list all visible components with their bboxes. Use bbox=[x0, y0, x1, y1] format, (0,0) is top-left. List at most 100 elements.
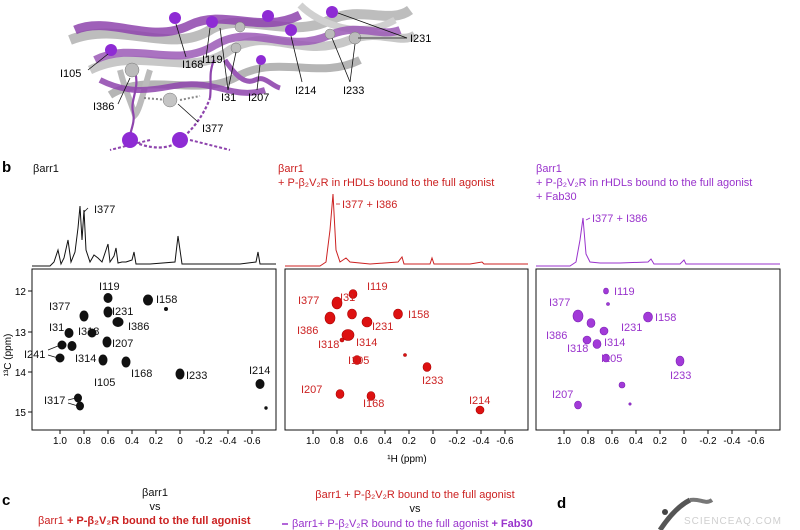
svg-text:I318: I318 bbox=[78, 326, 99, 338]
svg-text:+ P-β₂V₂R in rHDLs bound to th: + P-β₂V₂R in rHDLs bound to the full ago… bbox=[278, 177, 494, 189]
panel-d-letter: d bbox=[557, 495, 566, 512]
label-I386: I386 bbox=[93, 101, 114, 113]
label-I119: I119 bbox=[202, 54, 223, 66]
svg-text:0: 0 bbox=[681, 436, 687, 447]
svg-text:βarr1: βarr1 bbox=[536, 163, 562, 175]
label-I377: I377 bbox=[202, 123, 223, 135]
projection-3-peak-label: I377 + I386 bbox=[592, 213, 647, 225]
label-I233: I233 bbox=[343, 85, 364, 97]
svg-text:I314: I314 bbox=[356, 337, 377, 349]
spectrum-2-peaks bbox=[324, 289, 485, 415]
svg-text:0: 0 bbox=[177, 436, 183, 447]
spectrum-2-frame bbox=[284, 268, 529, 431]
panel-b-letter: b bbox=[2, 159, 11, 176]
svg-text:I314: I314 bbox=[75, 353, 96, 365]
svg-text:I231: I231 bbox=[621, 322, 642, 334]
svg-text:0.8: 0.8 bbox=[330, 436, 344, 447]
y-tick: 15 bbox=[15, 408, 27, 419]
svg-text:-0.2: -0.2 bbox=[699, 436, 717, 447]
svg-text:βarr1 + P-β₂V₂R bound to the f: βarr1 + P-β₂V₂R bound to the full agonis… bbox=[38, 515, 251, 527]
svg-text:I231: I231 bbox=[112, 306, 133, 318]
svg-text:-0.6: -0.6 bbox=[243, 436, 261, 447]
svg-text:I207: I207 bbox=[552, 389, 573, 401]
x-axis-2: 1.0 0.8 0.6 0.4 0.2 0 -0.2 -0.4 -0.6 ¹H … bbox=[306, 430, 514, 465]
panel-c-legend-left: βarr1 vs βarr1 + P-β₂V₂R bound to the fu… bbox=[38, 487, 251, 527]
svg-text:-0.2: -0.2 bbox=[195, 436, 213, 447]
svg-text:I386: I386 bbox=[128, 321, 149, 333]
svg-text:I158: I158 bbox=[156, 294, 177, 306]
svg-text:-0.6: -0.6 bbox=[496, 436, 514, 447]
svg-text:I31: I31 bbox=[49, 322, 64, 334]
svg-text:I233: I233 bbox=[422, 375, 443, 387]
spectrum-1-title: βarr1 bbox=[33, 163, 59, 175]
svg-text:0.4: 0.4 bbox=[378, 436, 392, 447]
svg-text:I119: I119 bbox=[99, 281, 120, 293]
svg-text:I233: I233 bbox=[186, 370, 207, 382]
label-I168: I168 bbox=[182, 59, 203, 71]
y-axis-label: ¹³C (ppm) bbox=[3, 334, 14, 377]
svg-text:vs: vs bbox=[150, 501, 162, 513]
svg-text:I318: I318 bbox=[318, 339, 339, 351]
svg-text:-0.6: -0.6 bbox=[747, 436, 765, 447]
svg-text:I377: I377 bbox=[298, 295, 319, 307]
panel-a-structure: I105 I168 I119 I31 I207 I214 I233 I231 I… bbox=[60, 2, 431, 151]
svg-text:I377: I377 bbox=[549, 297, 570, 309]
svg-text:I214: I214 bbox=[249, 365, 270, 377]
svg-text:1.0: 1.0 bbox=[53, 436, 67, 447]
y-axis: 12 13 14 15 ¹³C (ppm) bbox=[3, 287, 32, 419]
svg-text:I214: I214 bbox=[469, 395, 490, 407]
svg-text:vs: vs bbox=[410, 503, 422, 515]
svg-text:0.6: 0.6 bbox=[354, 436, 368, 447]
svg-text:0.8: 0.8 bbox=[77, 436, 91, 447]
projection-1: I377 bbox=[32, 204, 276, 267]
svg-text:I318: I318 bbox=[567, 343, 588, 355]
projection-2: I377 + I386 bbox=[285, 193, 528, 267]
spectrum-3-peaks bbox=[572, 287, 685, 410]
projection-2-peak-label: I377 + I386 bbox=[342, 199, 397, 211]
spectrum-2-title: βarr1 + P-β₂V₂R in rHDLs bound to the fu… bbox=[278, 163, 494, 189]
svg-text:-0.4: -0.4 bbox=[723, 436, 741, 447]
svg-text:I119: I119 bbox=[614, 286, 635, 298]
panel-c-letter: c bbox=[2, 492, 10, 509]
projection-3: I377 + I386 bbox=[536, 213, 780, 267]
watermark: SCIENCEAQ.COM bbox=[684, 516, 782, 527]
svg-text:I317: I317 bbox=[44, 395, 65, 407]
svg-text:βarr1+ P-β₂V₂R bound to the fu: βarr1+ P-β₂V₂R bound to the full agonist… bbox=[292, 518, 533, 530]
label-I231: I231 bbox=[410, 33, 431, 45]
spectrum-3-frame bbox=[535, 268, 781, 431]
panel-d-structure-fragment bbox=[657, 497, 714, 530]
svg-text:I158: I158 bbox=[408, 309, 429, 321]
svg-text:βarr1: βarr1 bbox=[278, 163, 304, 175]
spectrum-3-peak-labels: I119 I377 I158 I231 I386 I314 I318 I105 … bbox=[546, 286, 691, 401]
svg-text:I207: I207 bbox=[112, 338, 133, 350]
svg-text:0.2: 0.2 bbox=[149, 436, 163, 447]
y-tick: 13 bbox=[15, 328, 27, 339]
x-axis-label: ¹H (ppm) bbox=[387, 454, 426, 465]
svg-text:0: 0 bbox=[430, 436, 436, 447]
label-I105: I105 bbox=[60, 68, 81, 80]
spectrum-3-title: βarr1 + P-β₂V₂R in rHDLs bound to the fu… bbox=[536, 163, 752, 203]
label-I31: I31 bbox=[221, 92, 236, 104]
spectrum-1-frame bbox=[31, 268, 277, 431]
label-I214: I214 bbox=[295, 85, 316, 97]
svg-text:0.6: 0.6 bbox=[101, 436, 115, 447]
y-tick: 14 bbox=[15, 368, 27, 379]
svg-text:I168: I168 bbox=[131, 368, 152, 380]
svg-text:βarr1: βarr1 bbox=[33, 163, 59, 175]
svg-text:I241: I241 bbox=[24, 349, 45, 361]
svg-text:I105: I105 bbox=[601, 353, 622, 365]
svg-text:0.6: 0.6 bbox=[605, 436, 619, 447]
svg-text:1.0: 1.0 bbox=[557, 436, 571, 447]
svg-text:I105: I105 bbox=[94, 377, 115, 389]
svg-text:-0.4: -0.4 bbox=[219, 436, 237, 447]
svg-text:I158: I158 bbox=[655, 312, 676, 324]
svg-text:I207: I207 bbox=[301, 384, 322, 396]
svg-text:-0.4: -0.4 bbox=[472, 436, 490, 447]
spectrum-1-leaders bbox=[47, 345, 79, 407]
svg-text:0.4: 0.4 bbox=[125, 436, 139, 447]
x-axis-3: 1.0 0.8 0.6 0.4 0.2 0 -0.2 -0.4 -0.6 bbox=[557, 430, 765, 447]
svg-text:I231: I231 bbox=[372, 321, 393, 333]
svg-text:I105: I105 bbox=[348, 355, 369, 367]
svg-text:I386: I386 bbox=[546, 330, 567, 342]
